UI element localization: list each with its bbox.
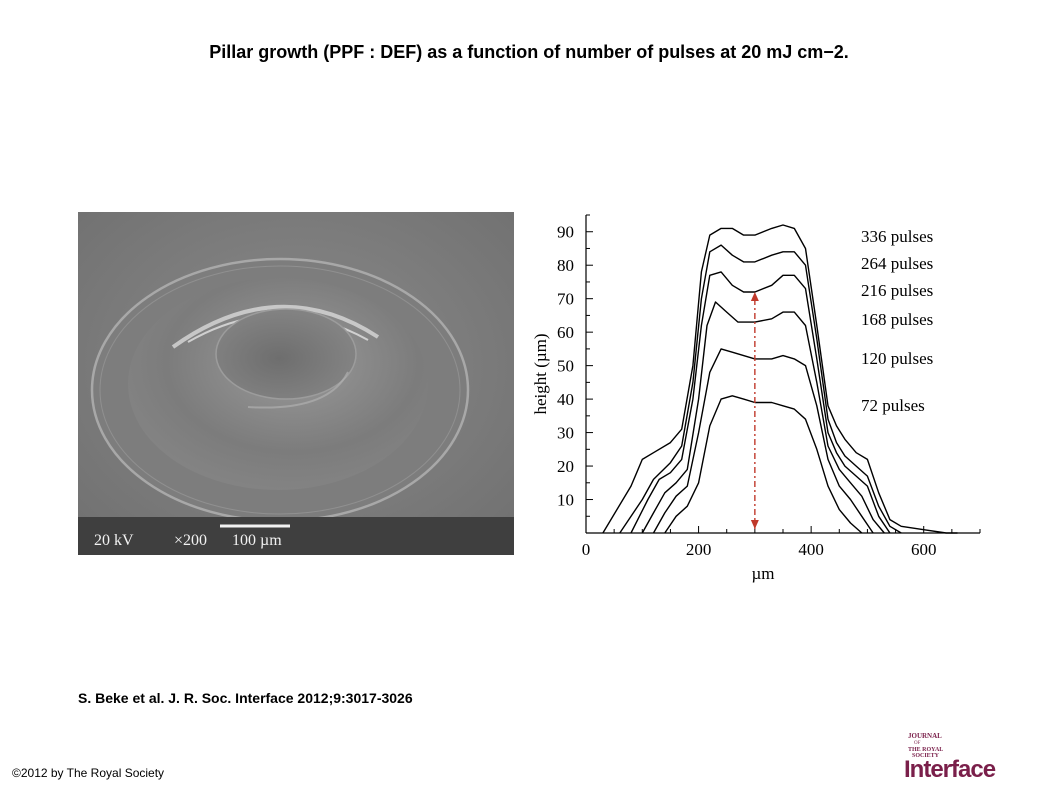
series-line-120-pulses (652, 348, 874, 534)
sem-scale-bar-label: 100 µm (232, 532, 282, 549)
y-tick-label: 90 (557, 223, 574, 242)
y-tick-label: 20 (557, 457, 574, 476)
y-tick-label: 40 (557, 390, 574, 409)
copyright: ©2012 by The Royal Society (12, 766, 165, 780)
series-label: 216 pulses (861, 281, 933, 300)
x-tick-label: 0 (582, 540, 591, 559)
series-line-216-pulses (630, 271, 891, 534)
chart-annotation (750, 291, 759, 529)
logo-line-royal: THE ROYAL (908, 747, 943, 753)
series-label: 168 pulses (861, 310, 933, 329)
sem-voltage-label: 20 kV (94, 532, 134, 549)
logo-line-society: SOCIETY (912, 753, 940, 759)
y-tick-label: 70 (557, 290, 574, 309)
series-label: 120 pulses (861, 349, 933, 368)
annotation-arrowhead-top (750, 291, 759, 301)
annotation-arrowhead-bottom (750, 520, 759, 529)
x-tick-label: 600 (911, 540, 937, 559)
series-label: 72 pulses (861, 396, 925, 415)
sem-micrograph: 20 kV ×200 100 µm (78, 212, 514, 555)
y-axis-label: height (µm) (531, 333, 550, 414)
series-label: 264 pulses (861, 254, 933, 273)
series-label: 336 pulses (861, 227, 933, 246)
citation: S. Beke et al. J. R. Soc. Interface 2012… (78, 690, 413, 706)
logo-line-journal: JOURNAL (908, 732, 942, 740)
chart-labels: 0 200 400 600 10 20 30 40 50 60 70 80 90 µm height (µm… (531, 223, 936, 583)
y-tick-label: 30 (557, 424, 574, 443)
journal-interface-logo: JOURNAL OF THE ROYAL SOCIETY Interface (904, 732, 997, 782)
x-axis-label: µm (751, 564, 774, 583)
y-tick-label: 50 (557, 357, 574, 376)
height-profile-chart: 0 200 400 600 10 20 30 40 50 60 70 80 90 µm height (µm… (531, 214, 981, 583)
sem-magnification-label: ×200 (174, 532, 207, 549)
slide-title: Pillar growth (PPF : DEF) as a function … (209, 42, 849, 62)
chart-axes (585, 214, 981, 534)
series-line-72-pulses (664, 395, 863, 534)
y-tick-label: 10 (557, 491, 574, 510)
chart-series (602, 224, 958, 534)
y-tick-label: 60 (557, 323, 574, 342)
series-line-264-pulses (619, 244, 902, 534)
x-tick-label: 200 (686, 540, 712, 559)
y-tick-label: 80 (557, 256, 574, 275)
series-line-336-pulses (602, 224, 958, 534)
logo-line-of: OF (914, 741, 921, 746)
x-tick-label: 400 (798, 540, 824, 559)
series-line-168-pulses (641, 301, 885, 534)
sem-pillar-top (215, 308, 357, 400)
logo-word-interface: Interface (904, 756, 996, 782)
